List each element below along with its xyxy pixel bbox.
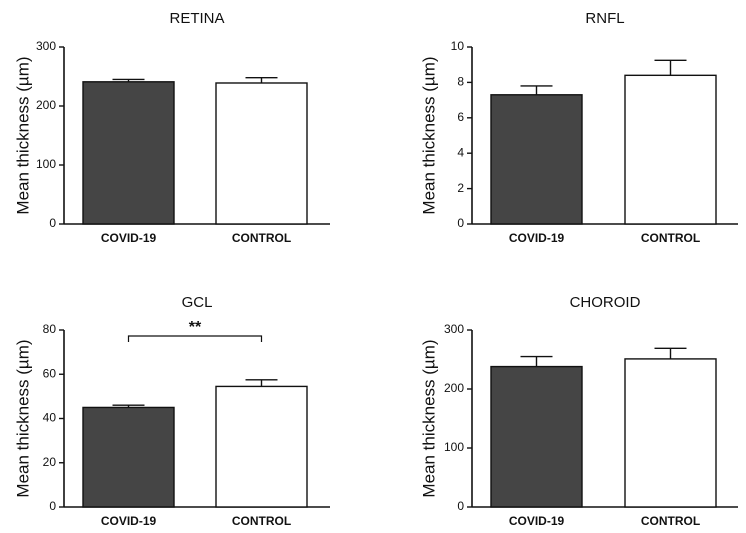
bar-control: [624, 358, 717, 508]
category-label: COVID-19: [509, 514, 565, 528]
y-tick-label: 0: [49, 499, 56, 513]
y-tick-label: 200: [36, 98, 56, 112]
y-tick-label: 0: [457, 216, 464, 230]
significance-bracket: [127, 335, 263, 342]
y-tick-label: 200: [444, 381, 464, 395]
y-axis-label: Mean thickness (µm): [13, 56, 32, 214]
y-tick-label: 8: [457, 75, 464, 89]
category-label: CONTROL: [232, 514, 291, 528]
y-tick-label: 60: [43, 366, 57, 380]
bar-control: [215, 385, 308, 508]
bar-covid-19: [82, 81, 175, 225]
bar-covid-19: [490, 94, 583, 225]
category-label: COVID-19: [101, 231, 157, 245]
y-tick-label: 20: [43, 455, 57, 469]
significance-label: **: [189, 319, 202, 336]
bar-covid-19: [82, 406, 175, 508]
y-tick-label: 4: [457, 145, 464, 159]
panel-title: RNFL: [585, 10, 624, 27]
y-tick-label: 10: [451, 39, 465, 53]
y-tick-label: 100: [36, 157, 56, 171]
y-tick-label: 0: [457, 499, 464, 513]
bar-control: [215, 82, 308, 225]
y-tick-label: 80: [43, 322, 57, 336]
y-tick-label: 300: [444, 322, 464, 336]
category-label: CONTROL: [641, 514, 700, 528]
y-axis-label: Mean thickness (µm): [13, 339, 32, 497]
y-tick-label: 6: [457, 110, 464, 124]
panel-title: CHOROID: [570, 294, 641, 311]
y-tick-label: 100: [444, 440, 464, 454]
category-label: CONTROL: [641, 231, 700, 245]
y-tick-label: 0: [49, 216, 56, 230]
category-label: COVID-19: [509, 231, 565, 245]
bar-control: [624, 74, 717, 225]
panel-title: RETINA: [169, 10, 224, 27]
panel-title: GCL: [182, 294, 213, 311]
category-label: COVID-19: [101, 514, 157, 528]
y-tick-label: 2: [457, 181, 464, 195]
bar-covid-19: [490, 365, 583, 508]
y-axis-label: Mean thickness (µm): [419, 339, 438, 497]
y-tick-label: 40: [43, 411, 57, 425]
category-label: CONTROL: [232, 231, 291, 245]
y-tick-label: 300: [36, 39, 56, 53]
y-axis-label: Mean thickness (µm): [419, 56, 438, 214]
